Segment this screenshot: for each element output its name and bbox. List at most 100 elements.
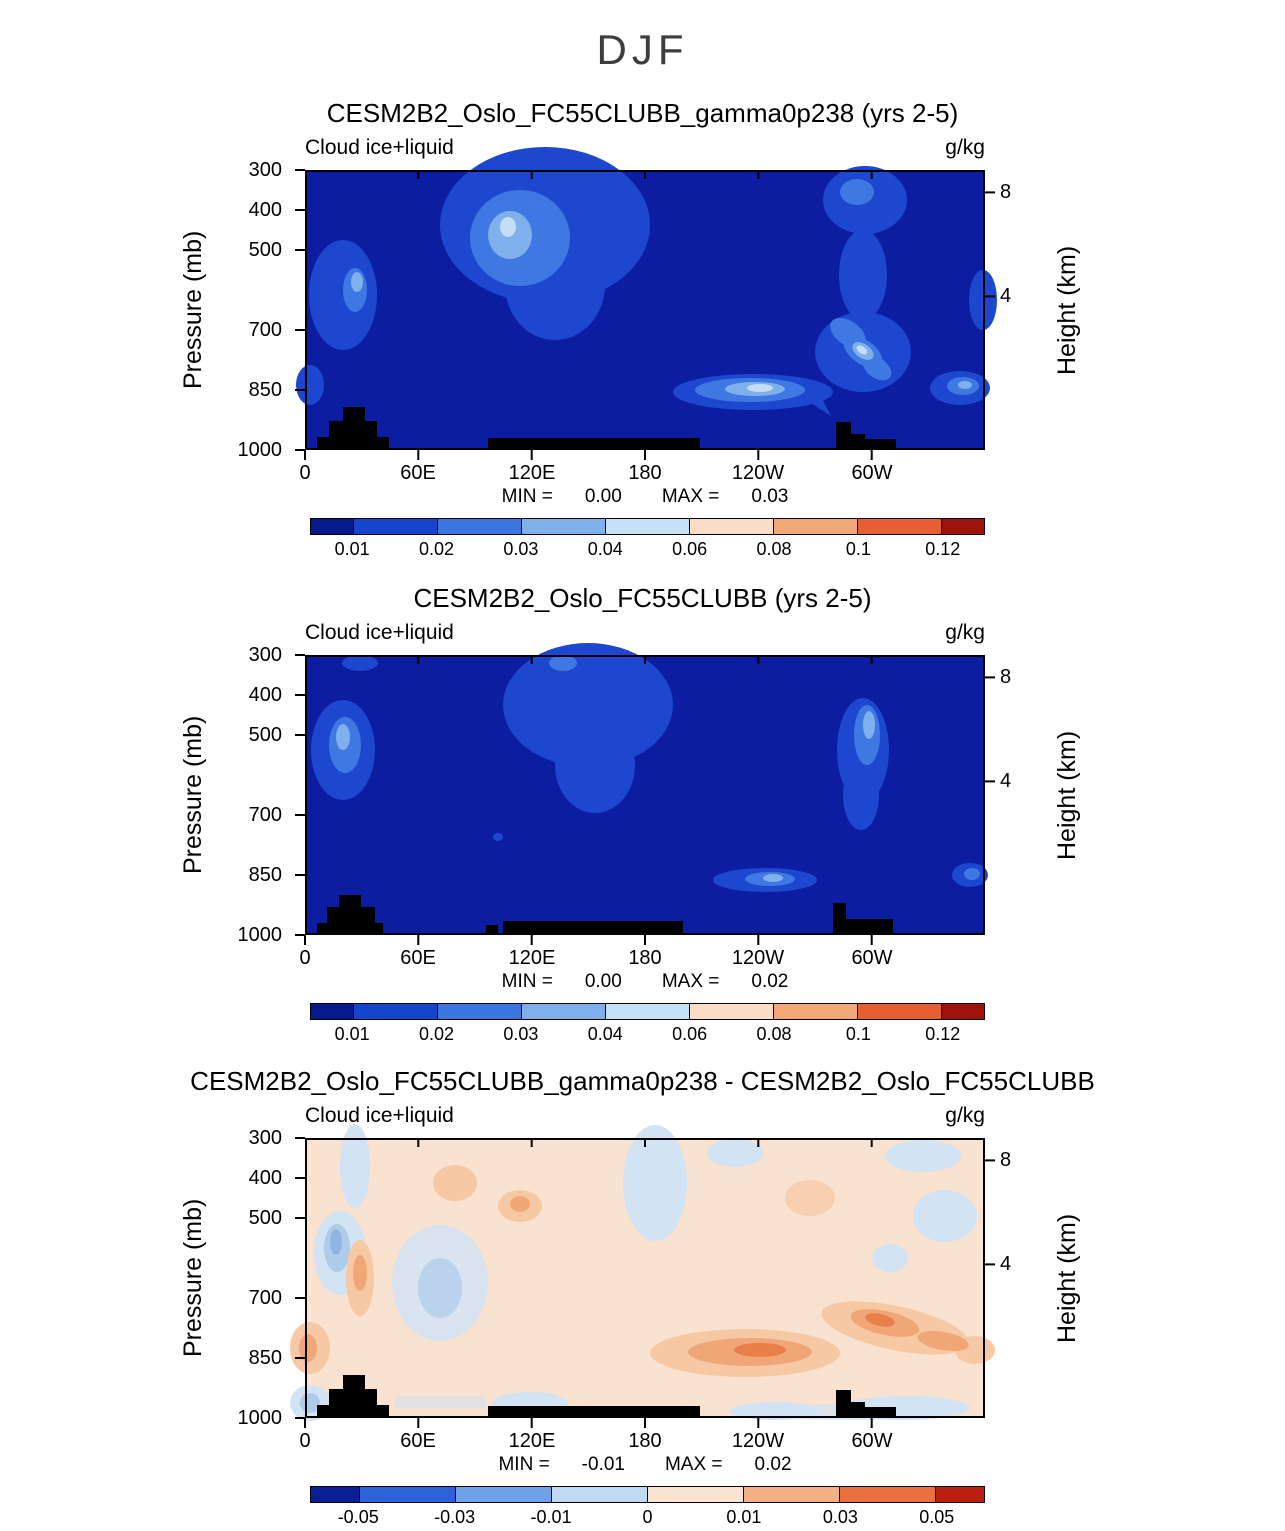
colorbar-cell bbox=[690, 519, 775, 534]
ytick-850: 850 bbox=[248, 379, 282, 401]
max-label: MAX = bbox=[664, 1454, 723, 1475]
htick-4: 4 bbox=[1000, 285, 1012, 307]
colorbar-cell bbox=[605, 519, 691, 534]
htick-8: 8 bbox=[1000, 1149, 1012, 1171]
panel-title: CESM2B2_Oslo_FC55CLUBB (yrs 2-5) bbox=[413, 583, 872, 613]
max-value: 0.02 bbox=[751, 971, 789, 992]
contour-field bbox=[290, 1124, 995, 1421]
y-axis-label-height: Height (km) bbox=[1053, 730, 1081, 860]
colorbar-label: 0.03 bbox=[503, 539, 539, 559]
xtick-120E: 120E bbox=[508, 1430, 556, 1452]
xtick-0: 0 bbox=[299, 1430, 311, 1452]
min-max-stats: MIN = 0.00 MAX = 0.02 bbox=[305, 971, 985, 993]
colorbar-label: 0 bbox=[642, 1507, 653, 1527]
ytick-400: 400 bbox=[248, 199, 282, 221]
colorbar-label: 0.12 bbox=[925, 1024, 961, 1044]
colorbar-cell bbox=[858, 1004, 943, 1019]
colorbar: 0.01 0.02 0.03 0.04 0.06 0.08 0.1 0.12 bbox=[310, 1003, 985, 1044]
xtick-120E: 120E bbox=[508, 462, 556, 484]
panel-gamma0p238: CESM2B2_Oslo_FC55CLUBB_gamma0p238 (yrs 2… bbox=[0, 98, 1285, 568]
xtick-60E: 60E bbox=[400, 462, 436, 484]
colorbar-label: 0.05 bbox=[919, 1507, 955, 1527]
panel-difference: CESM2B2_Oslo_FC55CLUBB_gamma0p238 - CESM… bbox=[0, 1066, 1285, 1531]
colorbar-cell bbox=[311, 1004, 354, 1019]
plot-frame bbox=[305, 1138, 985, 1418]
colorbar-label: 0.08 bbox=[756, 1024, 792, 1044]
colorbar-label: 0.04 bbox=[587, 539, 623, 559]
colorbar-cell bbox=[774, 519, 859, 534]
ytick-400: 400 bbox=[248, 1167, 282, 1189]
ytick-1000: 1000 bbox=[237, 924, 283, 946]
panel-title: CESM2B2_Oslo_FC55CLUBB_gamma0p238 (yrs 2… bbox=[326, 98, 959, 128]
y-axis-label-pressure: Pressure (mb) bbox=[179, 230, 207, 390]
xtick-60W: 60W bbox=[851, 462, 893, 484]
xtick-180: 180 bbox=[628, 462, 662, 484]
min-label: MIN = bbox=[501, 486, 553, 507]
colorbar-cell bbox=[359, 1487, 456, 1502]
colorbar-cell bbox=[437, 519, 522, 534]
colorbar-label: 0.02 bbox=[419, 539, 455, 559]
ytick-1000: 1000 bbox=[237, 1407, 283, 1429]
htick-8: 8 bbox=[1000, 666, 1012, 688]
colorbar-label: -0.01 bbox=[530, 1507, 572, 1527]
colorbar-cell bbox=[521, 519, 606, 534]
ytick-500: 500 bbox=[248, 239, 282, 261]
colorbar-cell bbox=[521, 1004, 606, 1019]
max-value: 0.03 bbox=[751, 486, 789, 507]
colorbar-cell bbox=[936, 1487, 984, 1502]
terrain-mask bbox=[317, 1375, 896, 1418]
units-label: g/kg bbox=[945, 621, 985, 644]
xtick-120E: 120E bbox=[508, 947, 556, 969]
colorbar-cell bbox=[353, 519, 438, 534]
colorbar-label: 0.02 bbox=[419, 1024, 455, 1044]
colorbar-label: 0.06 bbox=[672, 539, 708, 559]
plot-frame bbox=[305, 655, 985, 935]
ytick-1000: 1000 bbox=[237, 439, 283, 461]
xtick-120W: 120W bbox=[731, 947, 785, 969]
tick-marks bbox=[295, 169, 995, 460]
min-max-stats: MIN = 0.00 MAX = 0.03 bbox=[305, 486, 985, 508]
min-label: MIN = bbox=[498, 1454, 550, 1475]
colorbar: -0.05 -0.03 -0.01 0 0.01 0.03 0.05 bbox=[310, 1486, 985, 1527]
max-value: 0.02 bbox=[754, 1454, 792, 1475]
min-label: MIN = bbox=[501, 971, 553, 992]
ytick-700: 700 bbox=[248, 319, 282, 341]
contour-plot-control bbox=[295, 643, 995, 945]
colorbar-label: 0.1 bbox=[845, 1024, 871, 1044]
colorbar-cell bbox=[858, 519, 943, 534]
xtick-60W: 60W bbox=[851, 1430, 893, 1452]
colorbar-label: 0.01 bbox=[726, 1507, 762, 1527]
colorbar-cell bbox=[311, 519, 354, 534]
colorbar-label: 0.03 bbox=[822, 1507, 858, 1527]
htick-4: 4 bbox=[1000, 1253, 1012, 1275]
ytick-850: 850 bbox=[248, 864, 282, 886]
contour-field bbox=[305, 643, 988, 935]
tick-marks bbox=[295, 654, 995, 945]
y-axis-label-pressure: Pressure (mb) bbox=[179, 1198, 207, 1358]
colorbar: 0.01 0.02 0.03 0.04 0.06 0.08 0.1 0.12 bbox=[310, 518, 985, 559]
ytick-700: 700 bbox=[248, 1287, 282, 1309]
ytick-850: 850 bbox=[248, 1347, 282, 1369]
panel-title: CESM2B2_Oslo_FC55CLUBB_gamma0p238 - CESM… bbox=[190, 1066, 1095, 1096]
y-axis-label-height: Height (km) bbox=[1053, 1213, 1081, 1343]
xtick-60E: 60E bbox=[400, 1430, 436, 1452]
field-label: Cloud ice+liquid bbox=[305, 136, 454, 159]
colorbar-label: 0.04 bbox=[587, 1024, 623, 1044]
y-axis-label-height: Height (km) bbox=[1053, 245, 1081, 375]
min-max-stats: MIN = -0.01 MAX = 0.02 bbox=[305, 1454, 985, 1476]
units-label: g/kg bbox=[945, 136, 985, 159]
field-label: Cloud ice+liquid bbox=[305, 1104, 454, 1127]
xtick-180: 180 bbox=[628, 947, 662, 969]
colorbar-cell bbox=[605, 1004, 691, 1019]
colorbar-cell bbox=[942, 519, 984, 534]
colorbar-label: -0.03 bbox=[434, 1507, 476, 1527]
xtick-120W: 120W bbox=[731, 462, 785, 484]
contour-plot-gamma0p238 bbox=[295, 147, 997, 460]
colorbar-label: 0.06 bbox=[672, 1024, 708, 1044]
min-value: 0.00 bbox=[584, 486, 622, 507]
plot-frame bbox=[305, 170, 985, 450]
ytick-500: 500 bbox=[248, 724, 282, 746]
ytick-700: 700 bbox=[248, 804, 282, 826]
season-title: DJF bbox=[596, 26, 689, 73]
